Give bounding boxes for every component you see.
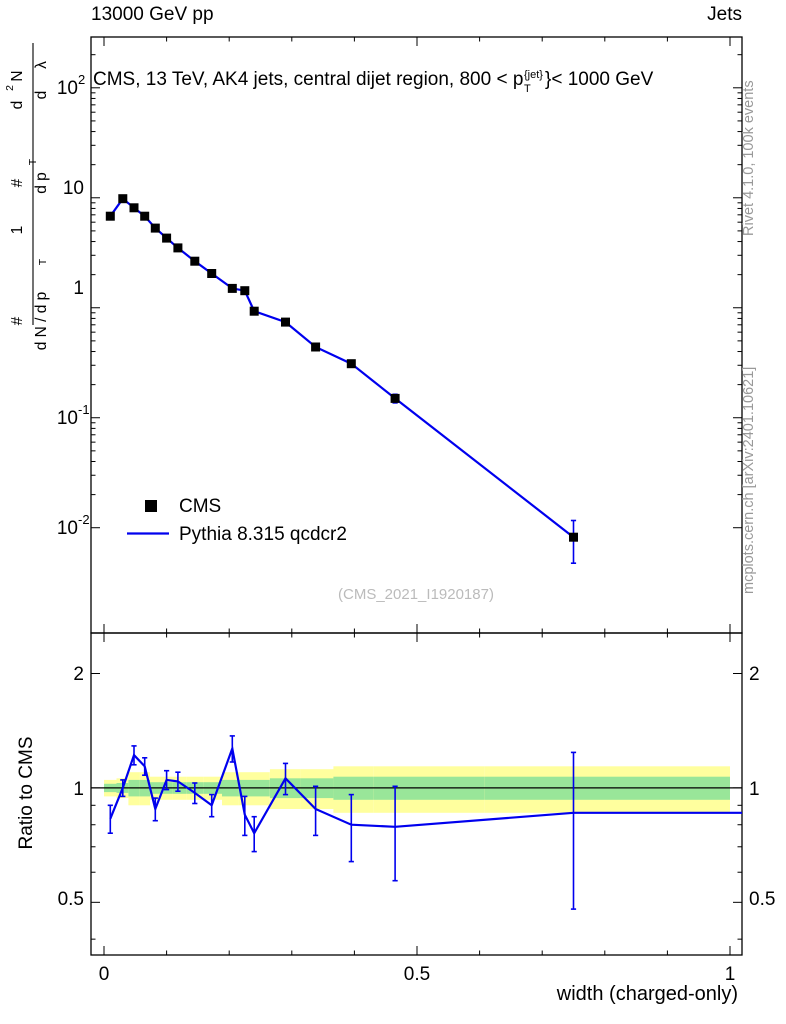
svg-text:T: T bbox=[37, 258, 49, 265]
svg-text:d: d bbox=[33, 91, 50, 100]
svg-text:Pythia 8.315 qcdcr2: Pythia 8.315 qcdcr2 bbox=[179, 524, 347, 545]
svg-text:λ: λ bbox=[33, 61, 50, 69]
svg-text:}< 1000 GeV: }< 1000 GeV bbox=[545, 69, 654, 90]
svg-text:T: T bbox=[27, 158, 39, 165]
svg-text:0.5: 0.5 bbox=[58, 889, 84, 910]
svg-text:(CMS_2021_I1920187): (CMS_2021_I1920187) bbox=[338, 586, 494, 603]
svg-text:T: T bbox=[524, 83, 531, 95]
svg-text:N: N bbox=[9, 70, 26, 81]
svg-text:#: # bbox=[9, 316, 26, 325]
svg-text:10: 10 bbox=[63, 178, 84, 199]
svg-text:-1: -1 bbox=[78, 402, 90, 417]
svg-text:1: 1 bbox=[725, 964, 736, 985]
svg-text:width (charged-only): width (charged-only) bbox=[556, 983, 738, 1005]
svg-text:Jets: Jets bbox=[707, 4, 742, 25]
svg-text:{jet}: {jet} bbox=[524, 69, 543, 81]
svg-text:-2: -2 bbox=[78, 512, 90, 527]
svg-text:#: # bbox=[9, 178, 26, 187]
svg-text:2: 2 bbox=[4, 85, 16, 91]
svg-text:13000 GeV pp: 13000 GeV pp bbox=[91, 4, 214, 25]
svg-text:CMS: CMS bbox=[179, 496, 221, 517]
svg-text:0.5: 0.5 bbox=[749, 889, 775, 910]
svg-text:Ratio to CMS: Ratio to CMS bbox=[16, 737, 37, 850]
svg-text:d N / d p: d N / d p bbox=[33, 292, 50, 351]
svg-text:1: 1 bbox=[73, 278, 84, 299]
svg-text:2: 2 bbox=[749, 664, 760, 685]
svg-text:Rivet 4.1.0, 100k events: Rivet 4.1.0, 100k events bbox=[741, 80, 757, 236]
svg-text:10: 10 bbox=[57, 408, 78, 429]
svg-text:mcplots.cern.ch [arXiv:2401.10: mcplots.cern.ch [arXiv:2401.10621] bbox=[741, 367, 757, 594]
svg-text:10: 10 bbox=[57, 78, 78, 99]
svg-text:10: 10 bbox=[57, 518, 78, 539]
svg-text:1: 1 bbox=[9, 226, 26, 235]
svg-text:1: 1 bbox=[73, 779, 84, 800]
svg-text:0.5: 0.5 bbox=[404, 964, 430, 985]
svg-text:0: 0 bbox=[99, 964, 110, 985]
svg-text:d: d bbox=[9, 101, 26, 110]
svg-text:CMS, 13 TeV, AK4 jets, central: CMS, 13 TeV, AK4 jets, central dijet reg… bbox=[93, 69, 523, 90]
svg-text:1: 1 bbox=[749, 779, 760, 800]
svg-text:2: 2 bbox=[78, 72, 85, 87]
svg-text:2: 2 bbox=[73, 664, 84, 685]
svg-text:d p: d p bbox=[33, 172, 50, 194]
